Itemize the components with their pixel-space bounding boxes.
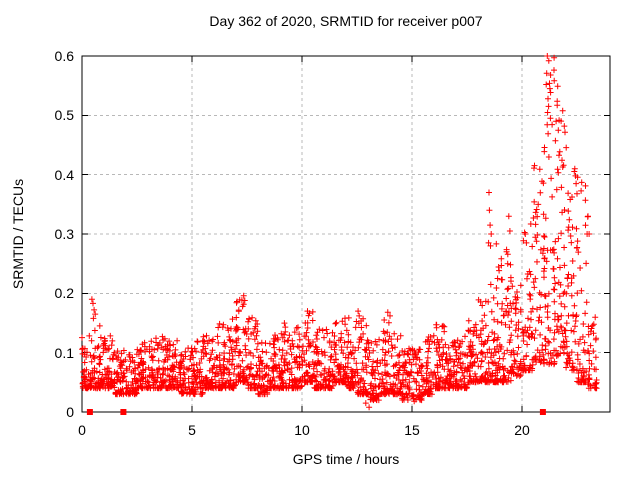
chart-title: Day 362 of 2020, SRMTID for receiver p00… — [209, 13, 483, 29]
y-tick-label-5: 0.5 — [54, 107, 74, 123]
x-tick-label-0: 0 — [78, 422, 86, 438]
flag-square — [120, 409, 127, 415]
y-tick-label-6: 0.6 — [54, 48, 74, 64]
y-tick-label-1: 0.1 — [54, 345, 74, 361]
flag-square — [539, 409, 546, 415]
y-tick-label-0: 0 — [66, 404, 74, 420]
scatter-points — [79, 53, 600, 411]
x-tick-label-5: 5 — [188, 422, 196, 438]
x-tick-label-15: 15 — [404, 422, 420, 438]
flag-square — [86, 409, 93, 415]
y-tick-label-4: 0.4 — [54, 167, 74, 183]
y-tick-label-3: 0.3 — [54, 226, 74, 242]
x-tick-label-20: 20 — [514, 422, 530, 438]
x-tick-label-10: 10 — [294, 422, 310, 438]
y-tick-label-2: 0.2 — [54, 285, 74, 301]
x-axis-label: GPS time / hours — [292, 451, 400, 467]
